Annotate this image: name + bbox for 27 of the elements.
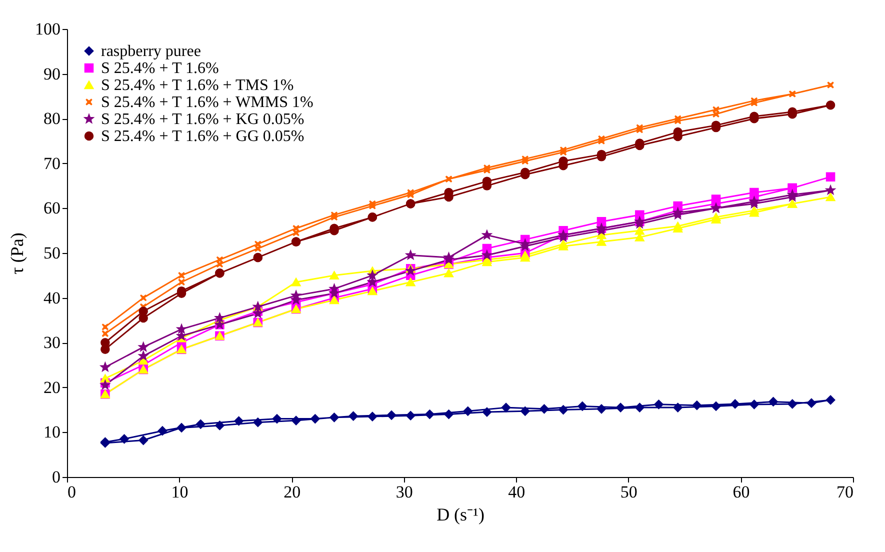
legend-label: S 25.4% + T 1.6% + GG 0.05% (101, 128, 304, 145)
x-tick-label: 20 (284, 482, 301, 502)
y-tick-label: 90 (44, 64, 60, 84)
y-tick-label: 30 (44, 333, 60, 352)
y-tick-label: 0 (52, 468, 60, 486)
y-tick-label: 60 (44, 198, 60, 218)
legend-label: S 25.4% + T 1.6% + TMS 1% (101, 77, 294, 94)
legend-label: raspberry puree (101, 43, 201, 60)
y-tick-label: 40 (44, 288, 60, 308)
x-axis-title: D (s⁻¹) (436, 504, 484, 524)
y-tick-label: 20 (44, 378, 60, 397)
legend-label: S 25.4% + T 1.6% + WMMS 1% (101, 94, 314, 111)
x-tick-label: 40 (508, 482, 526, 502)
x-tick-label: 60 (732, 482, 750, 502)
legend-label: S 25.4% + T 1.6% (101, 60, 219, 77)
x-tick-label: 30 (396, 482, 413, 502)
y-tick-label: 70 (44, 154, 60, 173)
y-tick-label: 50 (44, 244, 60, 262)
x-tick-label: 50 (620, 482, 638, 502)
x-tick-label: 10 (171, 482, 188, 502)
y-axis-title: τ (Pa) (7, 232, 27, 274)
x-tick-label: 70 (836, 482, 854, 502)
x-tick-label: 0 (68, 482, 76, 502)
y-tick-label: 100 (35, 20, 60, 38)
y-tick-label: 10 (44, 422, 60, 442)
legend-label: S 25.4% + T 1.6% + KG 0.05% (101, 111, 304, 128)
y-tick-label: 80 (44, 109, 60, 128)
